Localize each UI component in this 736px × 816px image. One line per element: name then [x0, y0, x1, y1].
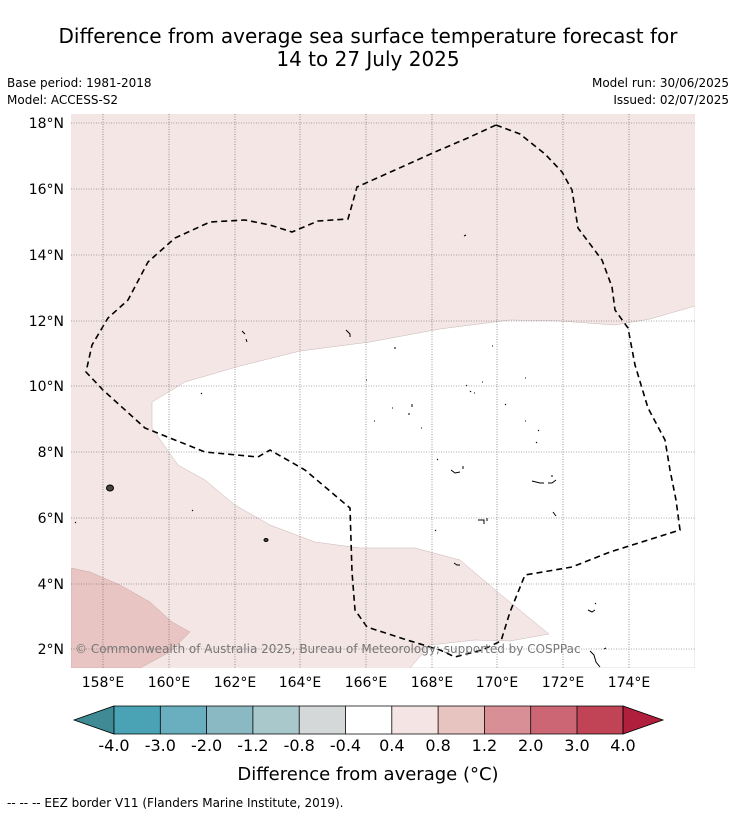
colorbar-tick-label: -0.8	[284, 736, 315, 755]
colorbar: -4.0 -3.0 -2.0 -1.2 -0.8 -0.4 0.4 0.8 1.…	[72, 705, 665, 785]
colorbar-tick-label: 4.0	[610, 736, 635, 755]
lon-label-170E: 170°E	[476, 675, 519, 691]
lon-label-160E: 160°E	[148, 675, 191, 691]
colorbar-tick-label: 0.4	[379, 736, 404, 755]
lat-label-8N: 8°N	[38, 445, 64, 461]
lon-label-162E: 162°E	[214, 675, 257, 691]
map-title-line1: Difference from average sea surface temp…	[58, 24, 678, 48]
model-run-text: Model run: 30/06/2025	[591, 76, 729, 90]
colorbar-swatch-7	[391, 706, 439, 734]
issued-text: Issued: 02/07/2025	[613, 93, 729, 107]
lon-label-158E: 158°E	[82, 675, 125, 691]
graticule	[71, 114, 695, 668]
anomaly-0-8-to-1-2-area	[71, 567, 191, 668]
lat-label-10N: 10°N	[29, 379, 64, 395]
colorbar-tick-label: 2.0	[518, 736, 543, 755]
colorbar-swatch-3	[206, 706, 253, 734]
colorbar-tick-label: 1.2	[472, 736, 497, 755]
eez-border	[85, 124, 681, 658]
base-period-text: Base period: 1981-2018	[7, 76, 152, 90]
colorbar-under-arrow	[72, 705, 115, 735]
lon-label-174E: 174°E	[608, 675, 651, 691]
model-text: Model: ACCESS-S2	[7, 93, 119, 107]
latitude-labels: 18°N 16°N 14°N 12°N 10°N 8°N 6°N 4°N 2°N	[29, 116, 64, 658]
lat-label-18N: 18°N	[29, 116, 64, 132]
map-title-line2: 14 to 27 July 2025	[276, 47, 460, 71]
colorbar-tick-label: -4.0	[98, 736, 129, 755]
lat-label-6N: 6°N	[38, 511, 64, 527]
lat-label-12N: 12°N	[29, 314, 64, 330]
colorbar-swatch-11	[577, 706, 623, 734]
sst-anomaly-field	[71, 114, 695, 668]
colorbar-tick-label: -2.0	[191, 736, 222, 755]
colorbar-swatch-1	[114, 706, 161, 734]
lon-label-164E: 164°E	[279, 675, 322, 691]
map-credit: © Commonwealth of Australia 2025, Bureau…	[75, 642, 581, 656]
lat-label-2N: 2°N	[38, 642, 64, 658]
colorbar-swatch-5	[299, 706, 346, 734]
colorbar-tick-label: 3.0	[564, 736, 589, 755]
colorbar-tick-label: -3.0	[145, 736, 176, 755]
lon-label-172E: 172°E	[542, 675, 585, 691]
lat-label-4N: 4°N	[38, 577, 64, 593]
colorbar-swatch-9	[484, 706, 531, 734]
lon-label-166E: 166°E	[345, 675, 388, 691]
colorbar-tick-label: 0.8	[425, 736, 450, 755]
colorbar-swatch-4	[252, 706, 300, 734]
lon-label-168E: 168°E	[411, 675, 454, 691]
colorbar-over-arrow	[622, 705, 665, 735]
colorbar-tick-label: -1.2	[237, 736, 268, 755]
colorbar-swatch-10	[530, 706, 577, 734]
lat-label-14N: 14°N	[29, 248, 64, 264]
neutral-anomaly-area	[151, 305, 695, 668]
colorbar-swatch-6	[345, 706, 392, 734]
colorbar-swatch-8	[438, 706, 485, 734]
eez-footnote: -- -- -- EEZ border V11 (Flanders Marine…	[7, 796, 344, 810]
colorbar-swatch-2	[160, 706, 207, 734]
lat-label-16N: 16°N	[29, 182, 64, 198]
colorbar-tick-label: -0.4	[330, 736, 361, 755]
colorbar-title: Difference from average (°C)	[237, 764, 498, 785]
longitude-labels: 158°E 160°E 162°E 164°E 166°E 168°E 170°…	[82, 675, 651, 691]
